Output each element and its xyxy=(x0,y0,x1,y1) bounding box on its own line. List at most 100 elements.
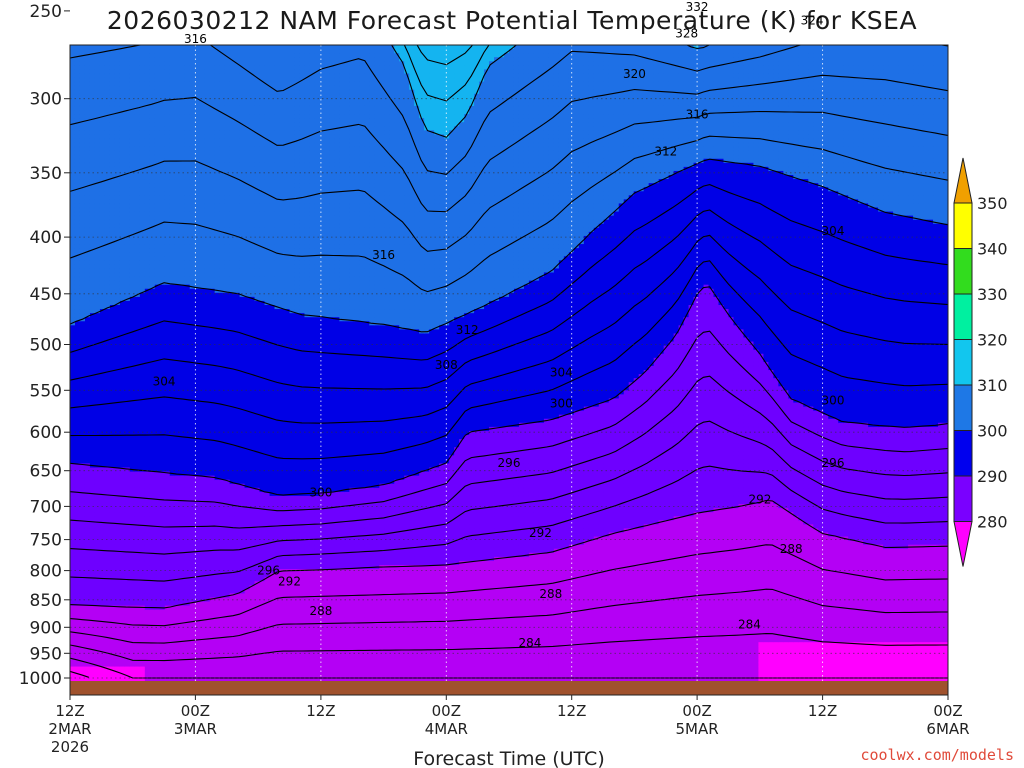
fill-cell xyxy=(99,483,106,489)
fill-cell xyxy=(164,118,171,123)
fill-cell xyxy=(94,268,101,274)
fill-cell xyxy=(164,487,171,493)
fill-cell xyxy=(219,240,226,245)
fill-cell xyxy=(79,49,86,54)
fill-cell xyxy=(109,487,116,493)
fill-cell xyxy=(99,605,106,611)
fill-cell xyxy=(124,650,131,655)
fill-cell xyxy=(154,394,161,400)
fill-cell xyxy=(74,175,81,180)
fill-cell xyxy=(94,593,101,599)
fill-cell xyxy=(129,146,136,152)
fill-cell xyxy=(214,329,221,335)
fill-cell xyxy=(204,175,211,180)
fill-cell xyxy=(74,613,81,619)
fill-cell xyxy=(189,175,196,180)
fill-cell xyxy=(74,430,81,436)
fill-cell xyxy=(214,422,221,428)
fill-cell xyxy=(84,57,91,62)
fill-cell xyxy=(124,508,131,513)
fill-cell xyxy=(74,617,81,623)
fill-cell xyxy=(70,195,76,200)
fill-cell xyxy=(149,341,156,347)
fill-cell xyxy=(70,504,76,509)
fill-cell xyxy=(199,305,206,310)
fill-cell xyxy=(214,158,221,164)
fill-cell xyxy=(159,175,166,180)
fill-cell xyxy=(79,65,86,70)
fill-cell xyxy=(99,288,106,294)
fill-cell xyxy=(114,309,121,314)
fill-cell xyxy=(124,134,131,140)
fill-cell xyxy=(124,520,131,525)
fill-cell xyxy=(179,638,186,643)
fill-cell xyxy=(189,260,196,265)
fill-cell xyxy=(179,634,186,639)
fill-cell xyxy=(194,288,201,294)
fill-cell xyxy=(184,337,191,343)
fill-cell xyxy=(219,479,226,485)
fill-cell xyxy=(89,378,96,383)
fill-cell xyxy=(144,231,151,237)
fill-cell xyxy=(199,495,206,501)
fill-cell xyxy=(104,508,111,513)
fill-cell xyxy=(99,500,106,505)
fill-cell xyxy=(199,280,206,286)
fill-cell xyxy=(154,650,161,655)
fill-cell xyxy=(74,170,81,176)
fill-cell xyxy=(184,288,191,294)
fill-cell xyxy=(184,252,191,257)
fill-cell xyxy=(139,345,146,351)
fill-cell xyxy=(104,45,111,50)
fill-cell xyxy=(114,451,121,456)
fill-cell xyxy=(144,101,151,107)
fill-cell xyxy=(139,341,146,347)
fill-cell xyxy=(104,118,111,123)
fill-cell xyxy=(209,479,216,485)
fill-cell xyxy=(94,227,101,233)
fill-cell xyxy=(79,435,86,440)
fill-cell xyxy=(70,459,76,465)
fill-cell xyxy=(154,569,161,574)
fill-cell xyxy=(189,272,196,278)
fill-cell xyxy=(159,556,166,562)
fill-cell xyxy=(139,211,146,217)
fill-cell xyxy=(134,593,141,599)
fill-cell xyxy=(129,73,136,79)
fill-cell xyxy=(179,118,186,123)
fill-cell xyxy=(99,414,106,420)
fill-cell xyxy=(104,642,111,647)
fill-cell xyxy=(149,565,156,570)
fill-cell xyxy=(194,126,201,131)
fill-cell xyxy=(204,593,211,599)
fill-cell xyxy=(174,187,181,192)
fill-cell xyxy=(184,447,191,452)
fill-cell xyxy=(194,105,201,111)
fill-cell xyxy=(149,386,156,391)
fill-cell xyxy=(114,73,121,79)
fill-cell xyxy=(129,240,136,245)
fill-cell xyxy=(99,516,106,521)
fill-cell xyxy=(79,520,86,525)
fill-cell xyxy=(179,650,186,655)
fill-cell xyxy=(119,475,126,481)
fill-cell xyxy=(104,581,111,586)
fill-cell xyxy=(189,479,196,485)
fill-cell xyxy=(84,483,91,489)
fill-cell xyxy=(89,65,96,70)
fill-cell xyxy=(99,101,106,107)
fill-cell xyxy=(199,296,206,302)
fill-cell xyxy=(144,556,151,562)
fill-cell xyxy=(139,333,146,339)
fill-cell xyxy=(139,114,146,119)
fill-cell xyxy=(209,552,216,558)
fill-cell xyxy=(159,491,166,497)
fill-cell xyxy=(124,256,131,261)
fill-cell xyxy=(79,162,86,168)
fill-cell xyxy=(159,170,166,176)
fill-cell xyxy=(204,77,211,83)
fill-cell xyxy=(114,154,121,160)
fill-cell xyxy=(94,630,101,635)
fill-cell xyxy=(154,459,161,465)
fill-cell xyxy=(179,609,186,615)
